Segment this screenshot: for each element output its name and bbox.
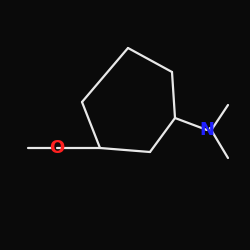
Text: O: O bbox=[50, 139, 64, 157]
Text: N: N bbox=[200, 121, 214, 139]
